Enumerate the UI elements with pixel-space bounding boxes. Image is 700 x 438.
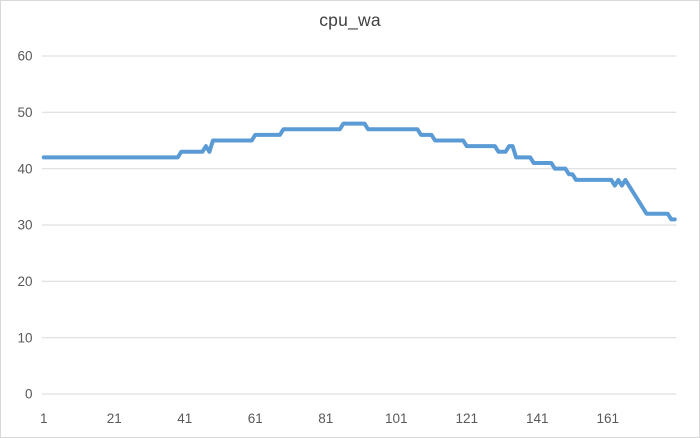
y-axis-tick-label: 50 [17, 105, 32, 120]
chart-title: cpu_wa [319, 10, 381, 30]
x-axis-tick-label: 21 [107, 411, 122, 426]
x-axis-tick-label: 121 [456, 411, 479, 426]
x-axis-tick-label: 141 [526, 411, 549, 426]
y-axis-tick-label: 10 [17, 330, 32, 345]
cpu_wa-series-line [41, 121, 677, 222]
x-axis-tick-label: 61 [248, 411, 263, 426]
x-axis-labels: 1 21 41 61 81 101 121 141 161 [40, 411, 619, 426]
y-axis-tick-label: 30 [17, 218, 32, 233]
y-axis-tick-label: 20 [17, 274, 32, 289]
y-axis-tick-label: 60 [17, 49, 32, 64]
y-axis-tick-label: 0 [25, 387, 33, 402]
x-axis-tick-label: 1 [40, 411, 48, 426]
x-axis-tick-label: 161 [597, 411, 620, 426]
y-axis-tick-label: 40 [17, 161, 32, 176]
x-axis-tick-label: 101 [385, 411, 408, 426]
x-axis-tick-label: 41 [177, 411, 192, 426]
x-axis-tick-label: 81 [318, 411, 333, 426]
series-lines [41, 121, 677, 222]
y-axis-labels: 0 10 20 30 40 50 60 [17, 49, 32, 402]
gridlines [42, 55, 677, 395]
